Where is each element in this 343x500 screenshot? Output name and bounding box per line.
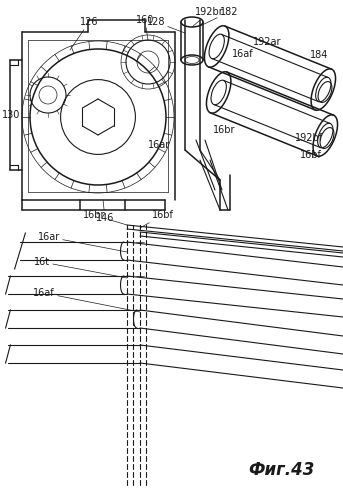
Text: 128: 128 (146, 17, 185, 33)
Text: 126: 126 (70, 17, 98, 50)
Text: Фиг.43: Фиг.43 (248, 461, 315, 479)
Text: 16br: 16br (83, 210, 127, 225)
Text: 16ar: 16ar (148, 140, 170, 150)
Text: 160: 160 (136, 15, 154, 40)
Text: 146: 146 (96, 200, 114, 223)
Text: 16af: 16af (33, 288, 140, 312)
Text: 192ar: 192ar (253, 37, 282, 47)
Text: 192br: 192br (192, 7, 224, 27)
Text: 182: 182 (200, 7, 238, 26)
Text: 16ar: 16ar (38, 232, 127, 252)
Text: 130: 130 (2, 110, 20, 120)
Text: 16br: 16br (213, 125, 236, 135)
Text: 16t: 16t (34, 257, 127, 278)
Text: 16bf: 16bf (300, 150, 322, 160)
Text: 16bf: 16bf (140, 210, 174, 228)
Text: 192bf: 192bf (295, 133, 323, 143)
Text: 16af: 16af (232, 49, 253, 59)
Text: 184: 184 (310, 50, 328, 60)
